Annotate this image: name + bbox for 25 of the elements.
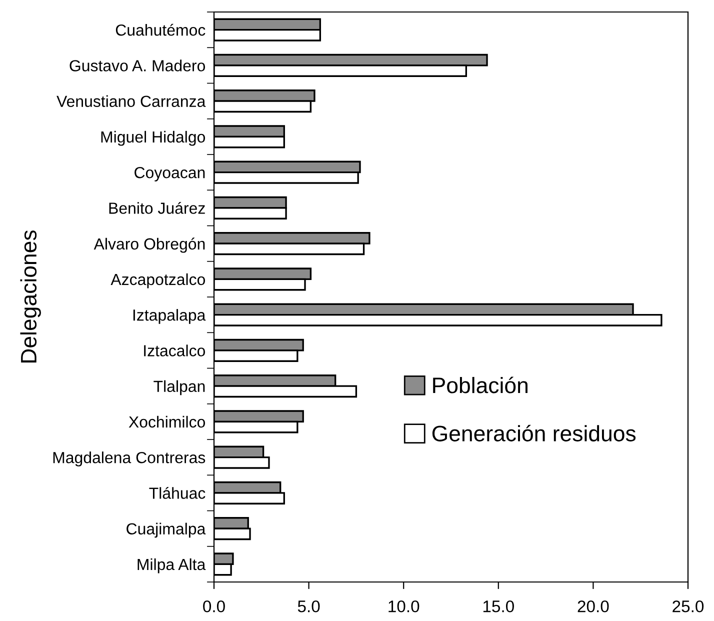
y-tick-label: Iztacalco (144, 344, 205, 356)
x-tick-label: 10.0 (388, 600, 420, 612)
x-tick-label: 5.0 (298, 600, 320, 612)
y-tick-label: Xochimilco (128, 416, 205, 428)
y-tick-label: Alvaro Obregón (94, 238, 205, 253)
x-tick-label: 25.0 (672, 600, 704, 612)
x-tick-label: 0.0 (203, 600, 225, 612)
y-tick-label: Benito Juárez (109, 202, 205, 214)
y-tick-label: Milpa Alta (138, 558, 206, 574)
y-tick-label: Tláhuac (149, 486, 206, 499)
legend-label: Generación residuos (432, 424, 636, 442)
y-tick-label: Cuajimalpa (126, 522, 206, 538)
y-axis-title: Delegaciones (20, 230, 41, 362)
x-tick-label: 15.0 (483, 600, 514, 612)
y-tick-label: Coyoacan (134, 166, 205, 182)
y-tick-label: Miguel Hidalgo (101, 130, 206, 146)
x-tick-label: 20.0 (578, 600, 609, 612)
y-tick-label: Cuahutémoc (116, 24, 206, 36)
y-tick-label: Venustiano Carranza (56, 95, 206, 108)
y-tick-label: Tlalpan (154, 380, 205, 396)
y-tick-label: Azcapotzalco (110, 273, 205, 288)
legend-label: Población (433, 376, 528, 394)
y-tick-label: Magdalena Contreras (53, 452, 206, 466)
y-tick-label: Gustavo A. Madero (70, 60, 206, 72)
y-tick-label: Iztapalapa (133, 309, 206, 324)
